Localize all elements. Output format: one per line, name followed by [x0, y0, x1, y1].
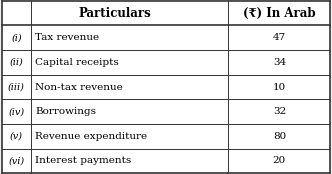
Text: Tax revenue: Tax revenue — [35, 33, 99, 42]
Text: Particulars: Particulars — [79, 7, 151, 20]
Bar — [2, 75, 330, 99]
Text: (iii): (iii) — [8, 82, 25, 92]
Bar — [2, 25, 330, 50]
Text: (vi): (vi) — [8, 156, 25, 165]
Text: (iv): (iv) — [8, 107, 25, 116]
Text: Non-tax revenue: Non-tax revenue — [35, 82, 123, 92]
Text: (i): (i) — [11, 33, 22, 42]
Bar — [2, 99, 330, 124]
Text: 32: 32 — [273, 107, 286, 116]
Text: Revenue expenditure: Revenue expenditure — [35, 132, 147, 141]
Text: Interest payments: Interest payments — [35, 156, 131, 165]
Text: (v): (v) — [10, 132, 23, 141]
Text: Borrowings: Borrowings — [35, 107, 96, 116]
Bar — [2, 124, 330, 149]
Bar — [2, 50, 330, 75]
Text: 34: 34 — [273, 58, 286, 67]
Text: (ii): (ii) — [10, 58, 23, 67]
Text: (₹) In Arab: (₹) In Arab — [243, 7, 316, 20]
Bar — [2, 1, 330, 25]
Text: 20: 20 — [273, 156, 286, 165]
Text: 80: 80 — [273, 132, 286, 141]
Text: 47: 47 — [273, 33, 286, 42]
Text: 10: 10 — [273, 82, 286, 92]
Bar — [2, 149, 330, 173]
Text: Capital receipts: Capital receipts — [35, 58, 119, 67]
